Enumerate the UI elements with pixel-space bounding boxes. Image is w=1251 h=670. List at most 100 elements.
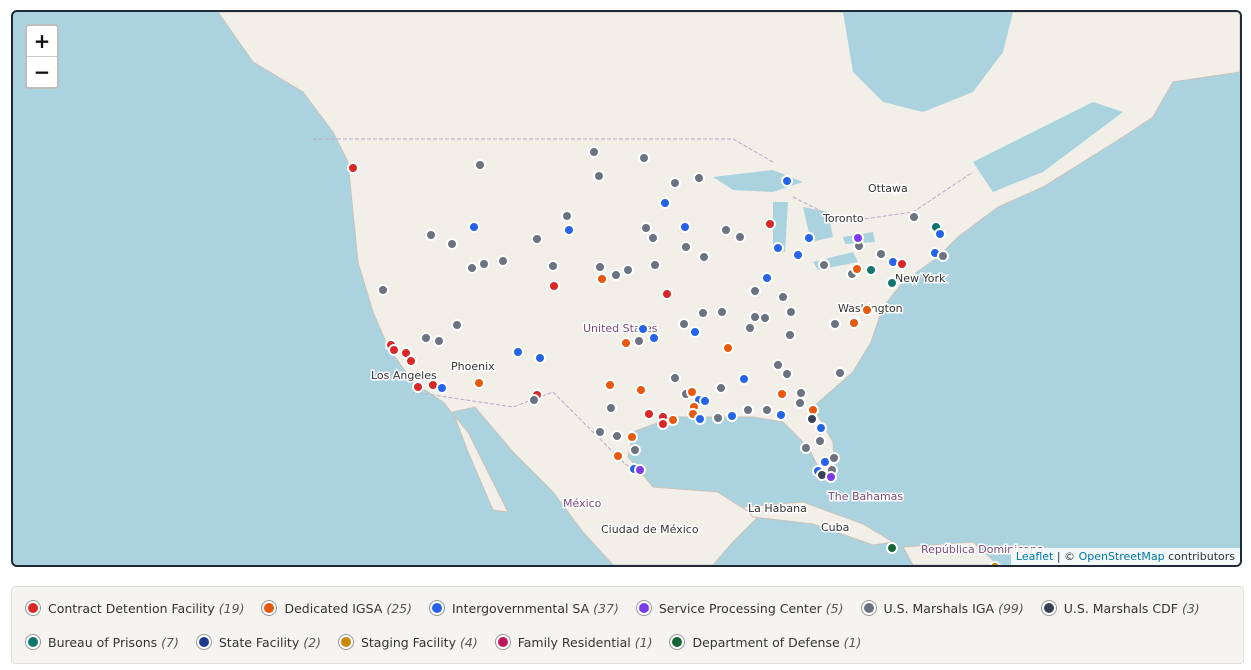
facility-marker[interactable] xyxy=(563,224,575,236)
facility-marker[interactable] xyxy=(865,264,877,276)
facility-marker[interactable] xyxy=(772,242,784,254)
facility-marker[interactable] xyxy=(693,172,705,184)
facility-marker[interactable] xyxy=(742,404,754,416)
facility-marker[interactable] xyxy=(612,450,624,462)
facility-marker[interactable] xyxy=(610,269,622,281)
facility-marker[interactable] xyxy=(446,238,458,250)
facility-marker[interactable] xyxy=(679,221,691,233)
facility-marker[interactable] xyxy=(781,368,793,380)
facility-marker[interactable] xyxy=(744,322,756,334)
facility-marker[interactable] xyxy=(759,312,771,324)
facility-marker[interactable] xyxy=(626,431,638,443)
zoom-out[interactable]: − xyxy=(27,56,57,87)
facility-marker[interactable] xyxy=(638,152,650,164)
facility-marker[interactable] xyxy=(726,410,738,422)
facility-marker[interactable] xyxy=(478,258,490,270)
facility-marker[interactable] xyxy=(547,260,559,272)
facility-marker[interactable] xyxy=(829,318,841,330)
facility-marker[interactable] xyxy=(814,435,826,447)
facility-marker[interactable] xyxy=(669,177,681,189)
facility-marker[interactable] xyxy=(828,452,840,464)
facility-marker[interactable] xyxy=(347,162,359,174)
facility-marker[interactable] xyxy=(648,332,660,344)
facility-marker[interactable] xyxy=(803,232,815,244)
facility-marker[interactable] xyxy=(818,259,830,271)
facility-marker[interactable] xyxy=(377,284,389,296)
facility-marker[interactable] xyxy=(834,367,846,379)
facility-marker[interactable] xyxy=(908,211,920,223)
facility-marker[interactable] xyxy=(937,250,949,262)
facility-marker[interactable] xyxy=(720,224,732,236)
facility-marker[interactable] xyxy=(659,197,671,209)
facility-marker[interactable] xyxy=(698,251,710,263)
facility-marker[interactable] xyxy=(468,221,480,233)
facility-marker[interactable] xyxy=(466,262,478,274)
facility-marker[interactable] xyxy=(764,218,776,230)
facility-marker[interactable] xyxy=(640,222,652,234)
facility-marker[interactable] xyxy=(605,402,617,414)
facility-marker[interactable] xyxy=(772,359,784,371)
facility-marker[interactable] xyxy=(875,248,887,260)
facility-marker[interactable] xyxy=(634,464,646,476)
facility-marker[interactable] xyxy=(561,210,573,222)
facility-marker[interactable] xyxy=(622,264,634,276)
facility-marker[interactable] xyxy=(795,387,807,399)
facility-marker[interactable] xyxy=(604,379,616,391)
facility-marker[interactable] xyxy=(388,344,400,356)
facility-marker[interactable] xyxy=(784,329,796,341)
facility-marker[interactable] xyxy=(433,335,445,347)
facility-marker[interactable] xyxy=(761,272,773,284)
facility-marker[interactable] xyxy=(934,228,946,240)
facility-marker[interactable] xyxy=(886,277,898,289)
facility-marker[interactable] xyxy=(548,280,560,292)
facility-marker[interactable] xyxy=(425,229,437,241)
facility-marker[interactable] xyxy=(689,326,701,338)
facility-marker[interactable] xyxy=(722,342,734,354)
facility-marker[interactable] xyxy=(776,388,788,400)
facility-marker[interactable] xyxy=(896,258,908,270)
facility-marker[interactable] xyxy=(620,337,632,349)
facility-marker[interactable] xyxy=(712,412,724,424)
osm-link[interactable]: OpenStreetMap xyxy=(1078,550,1165,563)
facility-marker[interactable] xyxy=(777,291,789,303)
facility-marker[interactable] xyxy=(528,394,540,406)
zoom-in[interactable]: + xyxy=(33,29,51,53)
facility-marker[interactable] xyxy=(593,170,605,182)
facility-marker[interactable] xyxy=(588,146,600,158)
facility-marker[interactable] xyxy=(531,233,543,245)
facility-marker[interactable] xyxy=(785,306,797,318)
facility-marker[interactable] xyxy=(596,273,608,285)
facility-marker[interactable] xyxy=(594,426,606,438)
facility-marker[interactable] xyxy=(886,542,898,554)
facility-marker[interactable] xyxy=(643,408,655,420)
facility-marker[interactable] xyxy=(436,382,448,394)
facility-marker[interactable] xyxy=(861,304,873,316)
facility-marker[interactable] xyxy=(989,561,1001,565)
facility-marker[interactable] xyxy=(661,288,673,300)
facility-marker[interactable] xyxy=(451,319,463,331)
facility-marker[interactable] xyxy=(815,422,827,434)
facility-marker[interactable] xyxy=(800,442,812,454)
facility-marker[interactable] xyxy=(715,382,727,394)
facility-marker[interactable] xyxy=(697,307,709,319)
facility-marker[interactable] xyxy=(699,395,711,407)
facility-marker[interactable] xyxy=(474,159,486,171)
facility-marker[interactable] xyxy=(649,259,661,271)
facility-marker[interactable] xyxy=(637,323,649,335)
facility-marker[interactable] xyxy=(534,352,546,364)
facility-marker[interactable] xyxy=(412,381,424,393)
facility-marker[interactable] xyxy=(473,377,485,389)
facility-marker[interactable] xyxy=(761,404,773,416)
facility-marker[interactable] xyxy=(686,386,698,398)
facility-marker[interactable] xyxy=(734,231,746,243)
facility-marker[interactable] xyxy=(694,413,706,425)
facility-marker[interactable] xyxy=(497,255,509,267)
facility-marker[interactable] xyxy=(633,335,645,347)
facility-marker[interactable] xyxy=(749,285,761,297)
facility-marker[interactable] xyxy=(657,418,669,430)
facility-marker[interactable] xyxy=(680,241,692,253)
facility-marker[interactable] xyxy=(775,409,787,421)
facility-marker[interactable] xyxy=(825,471,837,483)
facility-marker[interactable] xyxy=(792,249,804,261)
